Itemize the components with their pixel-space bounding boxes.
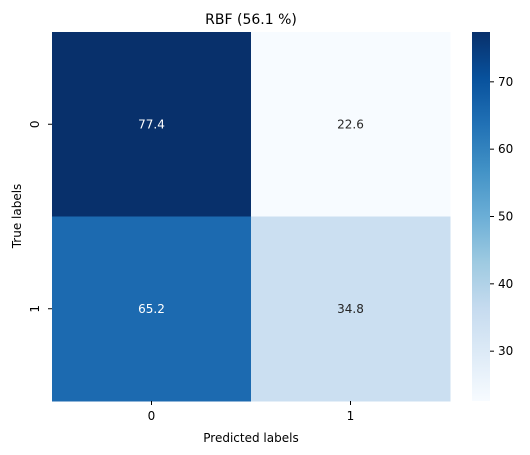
x-tick-label: 0 [148, 409, 156, 423]
y-tick-label: 0 [28, 120, 42, 128]
cell-value-label: 34.8 [337, 302, 364, 316]
colorbar-tick-label: 50 [498, 210, 513, 224]
heatmap-cell-labels: 77.4 22.6 65.2 34.8 [138, 117, 364, 316]
cell-value-label: 65.2 [138, 302, 165, 316]
colorbar [472, 32, 490, 401]
colorbar-tick-label: 60 [498, 142, 513, 156]
cell-value-label: 77.4 [138, 117, 165, 131]
y-axis: 01 [28, 120, 52, 313]
heatmap-cell [52, 32, 252, 217]
heatmap-cell [251, 32, 451, 217]
colorbar-tick-label: 40 [498, 277, 513, 291]
cell-value-label: 22.6 [337, 117, 364, 131]
heatmap-cell [251, 216, 451, 402]
x-axis-label: Predicted labels [203, 431, 298, 445]
colorbar-tick-label: 30 [498, 344, 513, 358]
colorbar-ticks: 30 40 50 60 70 [490, 75, 513, 358]
chart-title: RBF (56.1 %) [205, 12, 297, 28]
y-axis-label: True labels [10, 184, 24, 250]
colorbar-tick-label: 70 [498, 75, 513, 89]
heatmap-cell [52, 216, 252, 402]
x-tick-label: 1 [347, 409, 355, 423]
y-tick-label: 1 [28, 305, 42, 313]
heatmap-cells [52, 32, 451, 402]
